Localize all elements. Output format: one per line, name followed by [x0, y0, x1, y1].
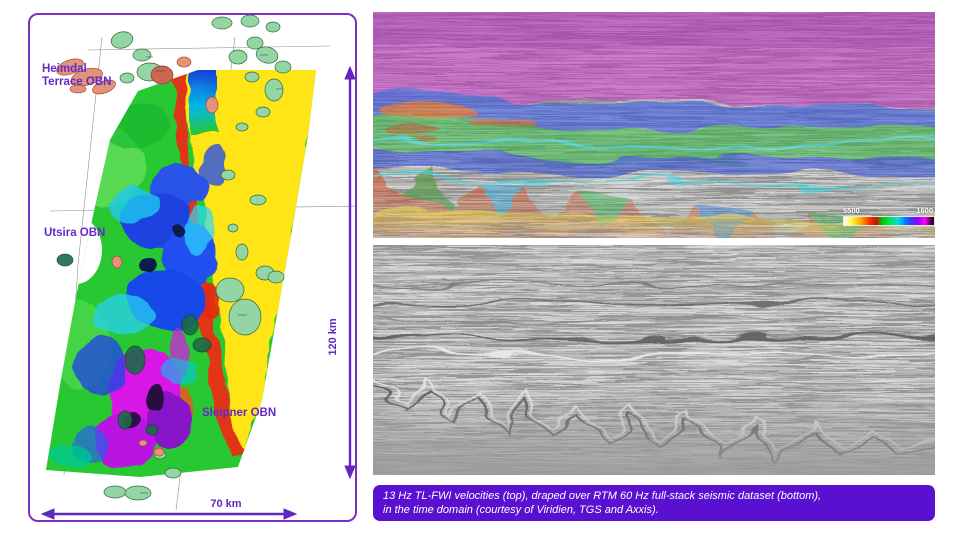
label-heimdal-line1: Heimdal	[42, 63, 87, 75]
caption-line2: in the time domain (courtesy of Viridien…	[383, 504, 659, 516]
colorbar-min-label: 1600	[916, 206, 933, 215]
vertical-scale-label: 120 km	[327, 318, 339, 356]
label-heimdal-line2: Terrace OBN	[42, 76, 112, 88]
caption-box: 13 Hz TL-FWI velocities (top), draped ov…	[373, 485, 935, 521]
seismic-rtm-image	[373, 245, 935, 475]
label-utsira-obn: Utsira OBN	[44, 227, 106, 239]
colorbar-max-label: 5500	[843, 206, 860, 215]
horizontal-scale-label: 70 km	[210, 498, 241, 510]
horizontal-scale-arrow	[40, 508, 298, 520]
label-heimdal-terrace-obn: Heimdal Terrace OBN	[42, 63, 111, 89]
velocity-colorbar: 5500 1600	[843, 206, 935, 226]
map-graphic: 120 km 70 km	[40, 15, 355, 520]
seismic-rtm-panel	[373, 245, 935, 475]
velocity-map-overlay	[46, 70, 316, 477]
label-sleipner-obn: Sleipner OBN	[202, 407, 277, 419]
caption-line1: 13 Hz TL-FWI velocities (top), draped ov…	[383, 490, 822, 502]
seismic-velocity-image	[373, 12, 935, 238]
vertical-scale-arrow	[344, 65, 355, 480]
field-polygons	[56, 15, 292, 501]
colorbar-gradient-strip	[843, 216, 935, 226]
seismic-velocity-panel: 5500 1600	[373, 12, 935, 238]
map-panel: 120 km 70 km Heimdal Terrace OBN Utsira …	[28, 13, 357, 522]
